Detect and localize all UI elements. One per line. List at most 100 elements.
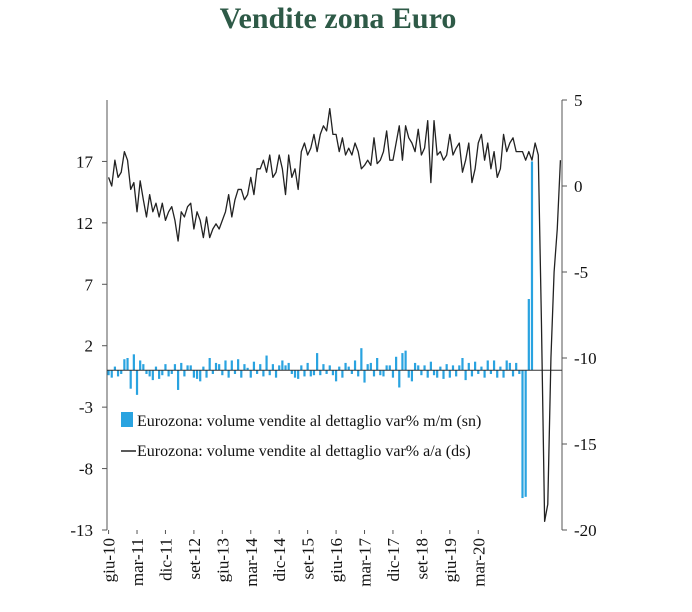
bar [202,366,205,371]
left-tick-label: 7 [85,275,94,294]
bar [205,370,208,378]
bar [123,359,126,371]
x-tick-label: mar-20 [469,538,488,587]
bar [325,370,328,374]
bar [360,348,363,371]
bar [395,356,398,371]
bar [309,370,312,377]
x-tick-label: set-15 [299,538,318,580]
x-tick-label: dic-14 [270,538,289,582]
x-tick-label: dic-11 [156,538,175,581]
x-tick-label: giu-10 [100,538,119,582]
bar [382,370,385,377]
bar [227,370,230,378]
bar [524,370,527,497]
bar [366,364,369,371]
bar [379,370,382,376]
bar [376,358,379,371]
bar [221,370,224,376]
bar [518,370,521,374]
bar [458,365,461,371]
bar [107,370,110,376]
legend-label-yearly: Eurozona: volume vendite al dettaglio va… [137,443,471,460]
bar [417,365,420,371]
bar [161,370,164,376]
bar [230,360,233,371]
bar [293,370,297,378]
bar [363,370,366,383]
x-tick-label: mar-11 [128,538,147,586]
bar [334,370,338,382]
bar [530,161,534,371]
bar [511,370,515,377]
bar [442,370,445,379]
bar [372,370,376,377]
bar [113,366,117,371]
bar [224,360,227,371]
right-tick-label: -10 [574,349,597,368]
x-tick-label: giu-16 [327,538,346,582]
bar [135,370,139,395]
bar [132,354,135,371]
x-tick-label: set-12 [185,538,204,580]
bar [432,370,436,376]
bar [173,364,177,371]
bar [489,370,493,374]
bar [436,370,439,378]
bar [404,350,407,371]
bar [353,360,357,371]
bar [521,370,524,499]
bar [183,370,186,377]
bar [467,362,470,371]
bar [151,370,154,381]
bar [126,358,129,371]
bar [455,370,458,377]
bar [496,370,499,378]
bar [515,362,518,371]
bar [142,364,145,371]
bar [499,366,502,371]
bar [186,365,189,371]
x-tick-label: giu-13 [213,538,232,582]
x-tick-label: mar-17 [356,538,375,587]
bar [391,370,395,378]
bar [268,370,271,376]
bar [316,353,319,371]
bar [249,370,252,378]
bar [158,370,161,379]
left-tick-label: -8 [79,460,93,479]
bar [116,370,120,377]
bar [110,370,113,378]
bar [233,370,237,374]
bar [297,370,300,379]
bar [426,370,429,378]
bar [486,360,489,371]
bar [303,370,306,377]
bar [429,361,432,371]
bar [243,364,246,371]
bar [167,370,170,377]
chart-title: Vendite zona Euro [220,2,457,35]
bar [218,364,221,371]
bar [445,364,448,371]
bar [255,370,259,374]
bar [407,370,410,378]
bar [262,370,265,377]
right-tick-label: 5 [574,91,583,110]
bar [410,370,414,382]
bar [423,365,426,371]
bar [120,370,123,374]
bar [464,370,467,381]
bar [180,362,183,371]
bar [439,366,442,371]
bar [448,370,451,378]
bar [319,370,322,376]
bar [328,365,331,371]
bar [385,365,388,371]
bar [369,362,372,371]
bar [271,364,274,371]
bar [338,366,341,371]
bar [176,370,180,390]
bar [129,370,132,389]
bar [265,355,268,371]
